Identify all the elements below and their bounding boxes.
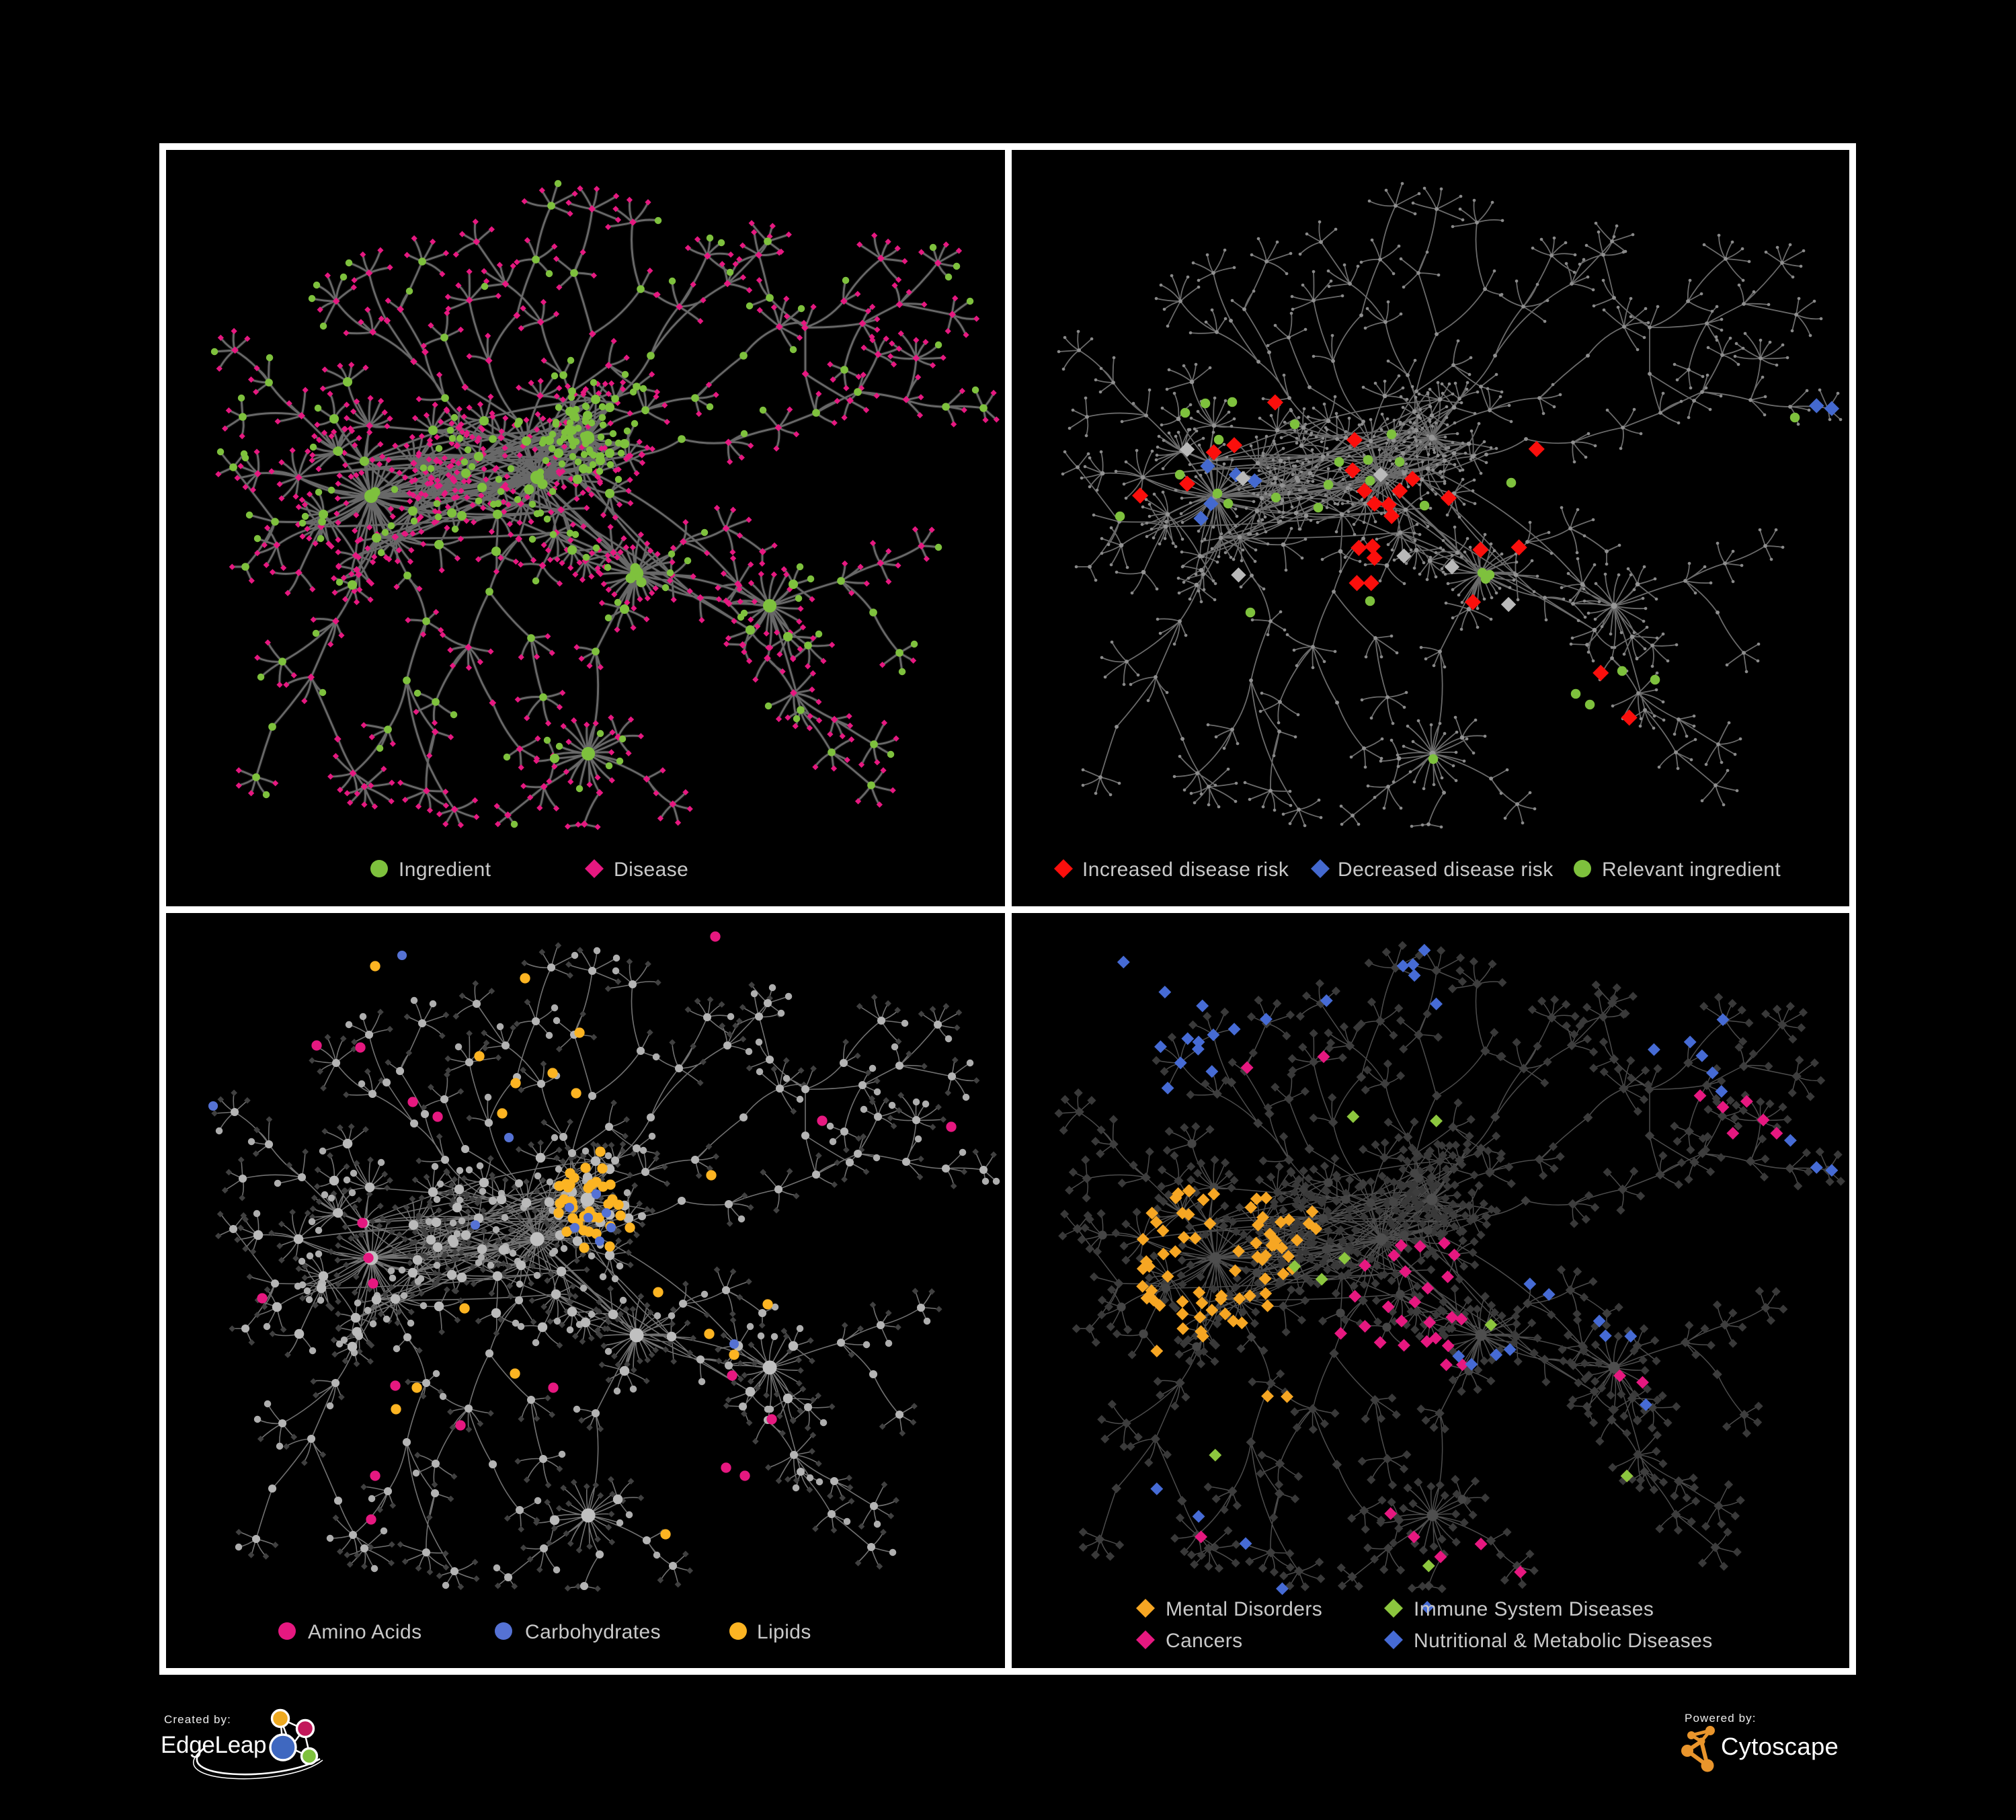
svg-text:Created by:: Created by: bbox=[164, 1713, 231, 1726]
svg-text:Immune System Diseases: Immune System Diseases bbox=[1414, 1598, 1654, 1620]
svg-text:Cancers: Cancers bbox=[1166, 1630, 1243, 1652]
svg-text:Lipids: Lipids bbox=[757, 1621, 811, 1643]
svg-text:Cytoscape: Cytoscape bbox=[1721, 1733, 1839, 1760]
svg-text:Relevant ingredient: Relevant ingredient bbox=[1602, 859, 1781, 881]
svg-text:Mental Disorders: Mental Disorders bbox=[1166, 1598, 1322, 1620]
svg-text:Amino Acids: Amino Acids bbox=[308, 1621, 421, 1643]
svg-text:Carbohydrates: Carbohydrates bbox=[525, 1621, 661, 1643]
svg-text:Ingredient: Ingredient bbox=[399, 859, 491, 881]
svg-text:Nutritional & Metabolic Diseas: Nutritional & Metabolic Diseases bbox=[1414, 1630, 1713, 1652]
svg-text:EdgeLeap: EdgeLeap bbox=[161, 1732, 266, 1758]
svg-text:Disease: Disease bbox=[614, 859, 688, 881]
svg-text:Increased disease risk: Increased disease risk bbox=[1082, 859, 1289, 881]
svg-text:Decreased disease risk: Decreased disease risk bbox=[1338, 859, 1554, 881]
svg-text:Powered by:: Powered by: bbox=[1685, 1712, 1757, 1725]
